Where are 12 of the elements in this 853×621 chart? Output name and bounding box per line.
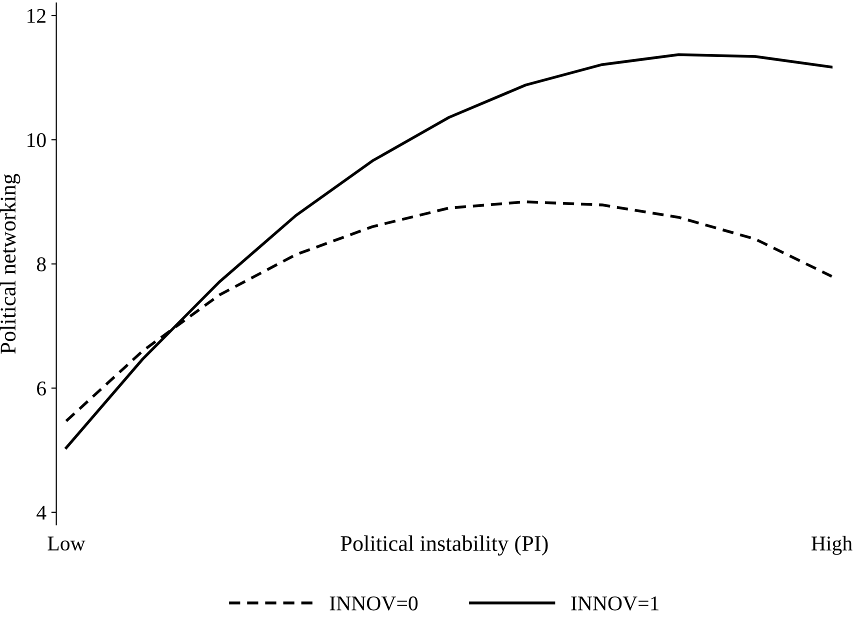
x-tick-label: Low <box>48 536 86 551</box>
x-tick-label: High <box>812 536 852 555</box>
line-series <box>64 53 833 450</box>
y-tick-label: 8 <box>36 257 46 272</box>
y-axis-title: Political networking <box>0 174 20 354</box>
x-axis-title: Political instability (PI) <box>340 535 548 556</box>
legend-label: INNOV=1 <box>571 596 658 611</box>
y-tick-label: 12 <box>28 8 46 23</box>
y-tick-label: 10 <box>28 133 46 148</box>
legend-label: INNOV=0 <box>330 596 418 611</box>
y-tick-label: 4 <box>36 506 46 520</box>
y-tick-label: 6 <box>37 382 46 396</box>
